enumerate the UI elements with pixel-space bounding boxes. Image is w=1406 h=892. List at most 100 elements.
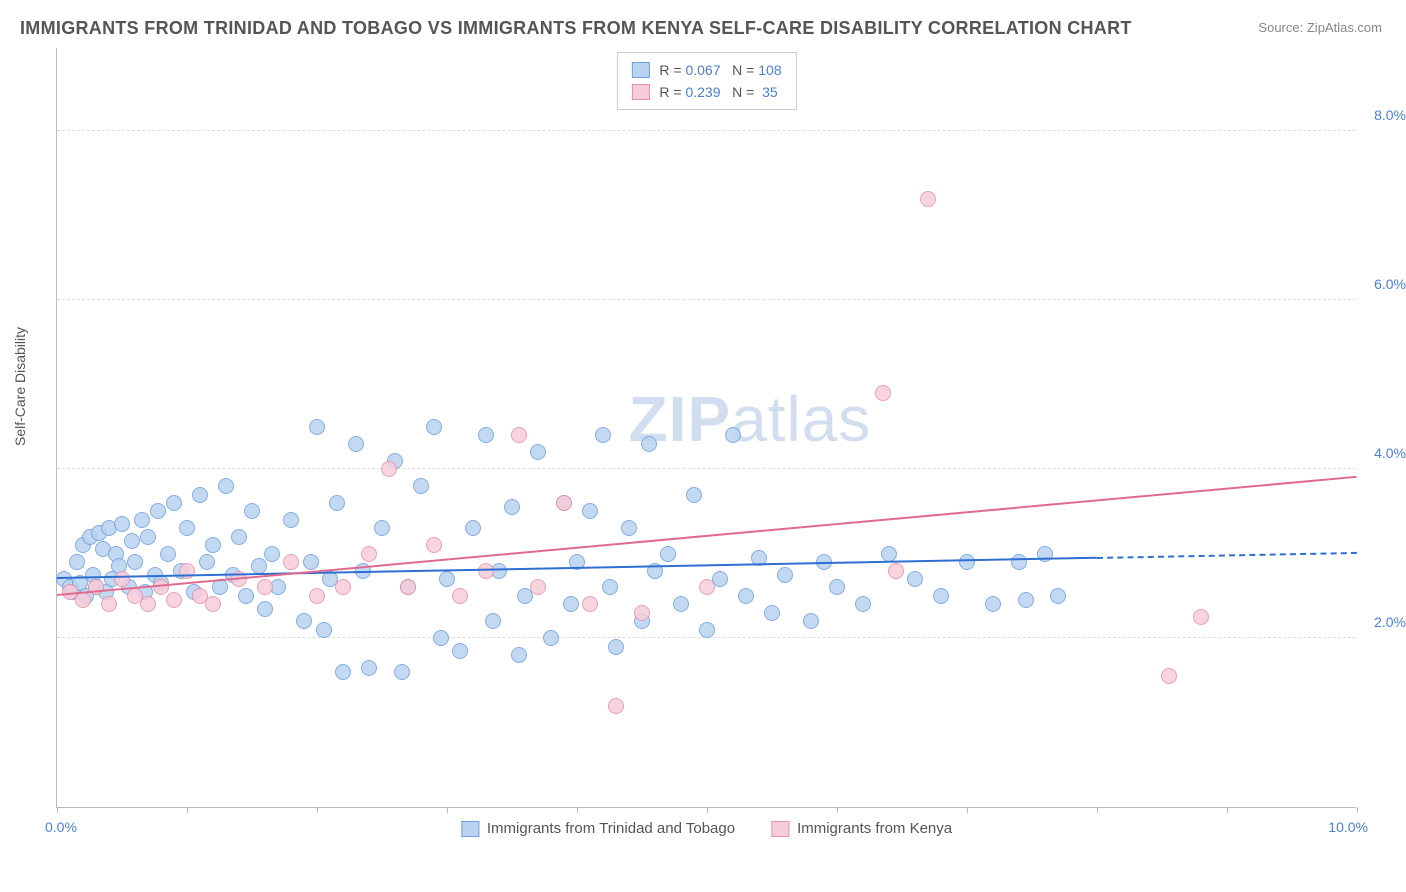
data-point-trinidad: [881, 546, 897, 562]
data-point-trinidad: [179, 520, 195, 536]
legend-label: Immigrants from Trinidad and Tobago: [487, 820, 735, 837]
x-tick: [967, 807, 968, 813]
gridline-h: [57, 130, 1356, 131]
data-point-kenya: [634, 605, 650, 621]
data-point-kenya: [511, 427, 527, 443]
scatter-plot: ZIPatlas R = 0.067 N = 108R = 0.239 N = …: [56, 48, 1356, 808]
data-point-kenya: [283, 554, 299, 570]
data-point-trinidad: [264, 546, 280, 562]
data-point-kenya: [426, 537, 442, 553]
y-tick-label: 6.0%: [1374, 276, 1406, 292]
data-point-trinidad: [127, 554, 143, 570]
data-point-kenya: [400, 579, 416, 595]
data-point-trinidad: [329, 495, 345, 511]
data-point-trinidad: [777, 567, 793, 583]
data-point-kenya: [920, 191, 936, 207]
data-point-trinidad: [199, 554, 215, 570]
data-point-trinidad: [296, 613, 312, 629]
data-point-trinidad: [303, 554, 319, 570]
data-point-trinidad: [244, 503, 260, 519]
data-point-trinidad: [699, 622, 715, 638]
data-point-trinidad: [452, 643, 468, 659]
legend-stats-text: R = 0.239 N = 35: [659, 84, 777, 100]
data-point-kenya: [699, 579, 715, 595]
data-point-trinidad: [738, 588, 754, 604]
data-point-trinidad: [511, 647, 527, 663]
data-point-kenya: [75, 592, 91, 608]
data-point-kenya: [608, 698, 624, 714]
x-tick: [1097, 807, 1098, 813]
data-point-trinidad: [251, 558, 267, 574]
data-point-kenya: [114, 571, 130, 587]
data-point-trinidad: [114, 516, 130, 532]
data-point-trinidad: [160, 546, 176, 562]
data-point-trinidad: [829, 579, 845, 595]
data-point-trinidad: [205, 537, 221, 553]
data-point-trinidad: [933, 588, 949, 604]
data-point-trinidad: [985, 596, 1001, 612]
data-point-trinidad: [803, 613, 819, 629]
x-tick: [1227, 807, 1228, 813]
source-label: Source:: [1258, 20, 1303, 35]
data-point-trinidad: [686, 487, 702, 503]
data-point-kenya: [1193, 609, 1209, 625]
x-tick: [707, 807, 708, 813]
data-point-kenya: [582, 596, 598, 612]
data-point-trinidad: [530, 444, 546, 460]
data-point-trinidad: [192, 487, 208, 503]
data-point-trinidad: [413, 478, 429, 494]
data-point-trinidad: [231, 529, 247, 545]
data-point-trinidad: [394, 664, 410, 680]
legend-stats-row-trinidad: R = 0.067 N = 108: [631, 59, 781, 81]
data-point-kenya: [101, 596, 117, 612]
trendline-kenya: [57, 476, 1357, 596]
data-point-kenya: [257, 579, 273, 595]
data-point-trinidad: [257, 601, 273, 617]
data-point-kenya: [1161, 668, 1177, 684]
data-point-kenya: [888, 563, 904, 579]
data-point-trinidad: [218, 478, 234, 494]
y-tick-label: 4.0%: [1374, 445, 1406, 461]
data-point-trinidad: [673, 596, 689, 612]
data-point-trinidad: [855, 596, 871, 612]
data-point-kenya: [875, 385, 891, 401]
data-point-trinidad: [660, 546, 676, 562]
data-point-trinidad: [1011, 554, 1027, 570]
x-tick: [577, 807, 578, 813]
data-point-trinidad: [485, 613, 501, 629]
data-point-trinidad: [1018, 592, 1034, 608]
data-point-trinidad: [348, 436, 364, 452]
data-point-trinidad: [309, 419, 325, 435]
legend-item-trinidad: Immigrants from Trinidad and Tobago: [461, 820, 735, 837]
data-point-kenya: [381, 461, 397, 477]
x-tick: [57, 807, 58, 813]
data-point-kenya: [88, 579, 104, 595]
data-point-trinidad: [907, 571, 923, 587]
legend-item-kenya: Immigrants from Kenya: [771, 820, 952, 837]
x-tick: [187, 807, 188, 813]
data-point-trinidad: [166, 495, 182, 511]
data-point-kenya: [309, 588, 325, 604]
legend-series: Immigrants from Trinidad and Tobago Immig…: [461, 820, 952, 837]
data-point-trinidad: [134, 512, 150, 528]
y-tick-label: 2.0%: [1374, 614, 1406, 630]
trendline-trinidad-dashed: [1097, 552, 1357, 559]
legend-swatch: [631, 62, 649, 78]
data-point-trinidad: [1050, 588, 1066, 604]
legend-swatch: [461, 821, 479, 837]
x-axis-max-label: 10.0%: [1328, 819, 1368, 835]
gridline-h: [57, 299, 1356, 300]
legend-swatch: [631, 84, 649, 100]
data-point-trinidad: [959, 554, 975, 570]
data-point-trinidad: [69, 554, 85, 570]
x-tick: [1357, 807, 1358, 813]
data-point-kenya: [335, 579, 351, 595]
legend-stats-text: R = 0.067 N = 108: [659, 62, 781, 78]
data-point-kenya: [205, 596, 221, 612]
legend-stats: R = 0.067 N = 108 R = 0.239 N = 35: [616, 52, 796, 110]
data-point-trinidad: [361, 660, 377, 676]
x-tick: [837, 807, 838, 813]
data-point-trinidad: [764, 605, 780, 621]
x-axis-min-label: 0.0%: [45, 819, 77, 835]
x-tick: [447, 807, 448, 813]
